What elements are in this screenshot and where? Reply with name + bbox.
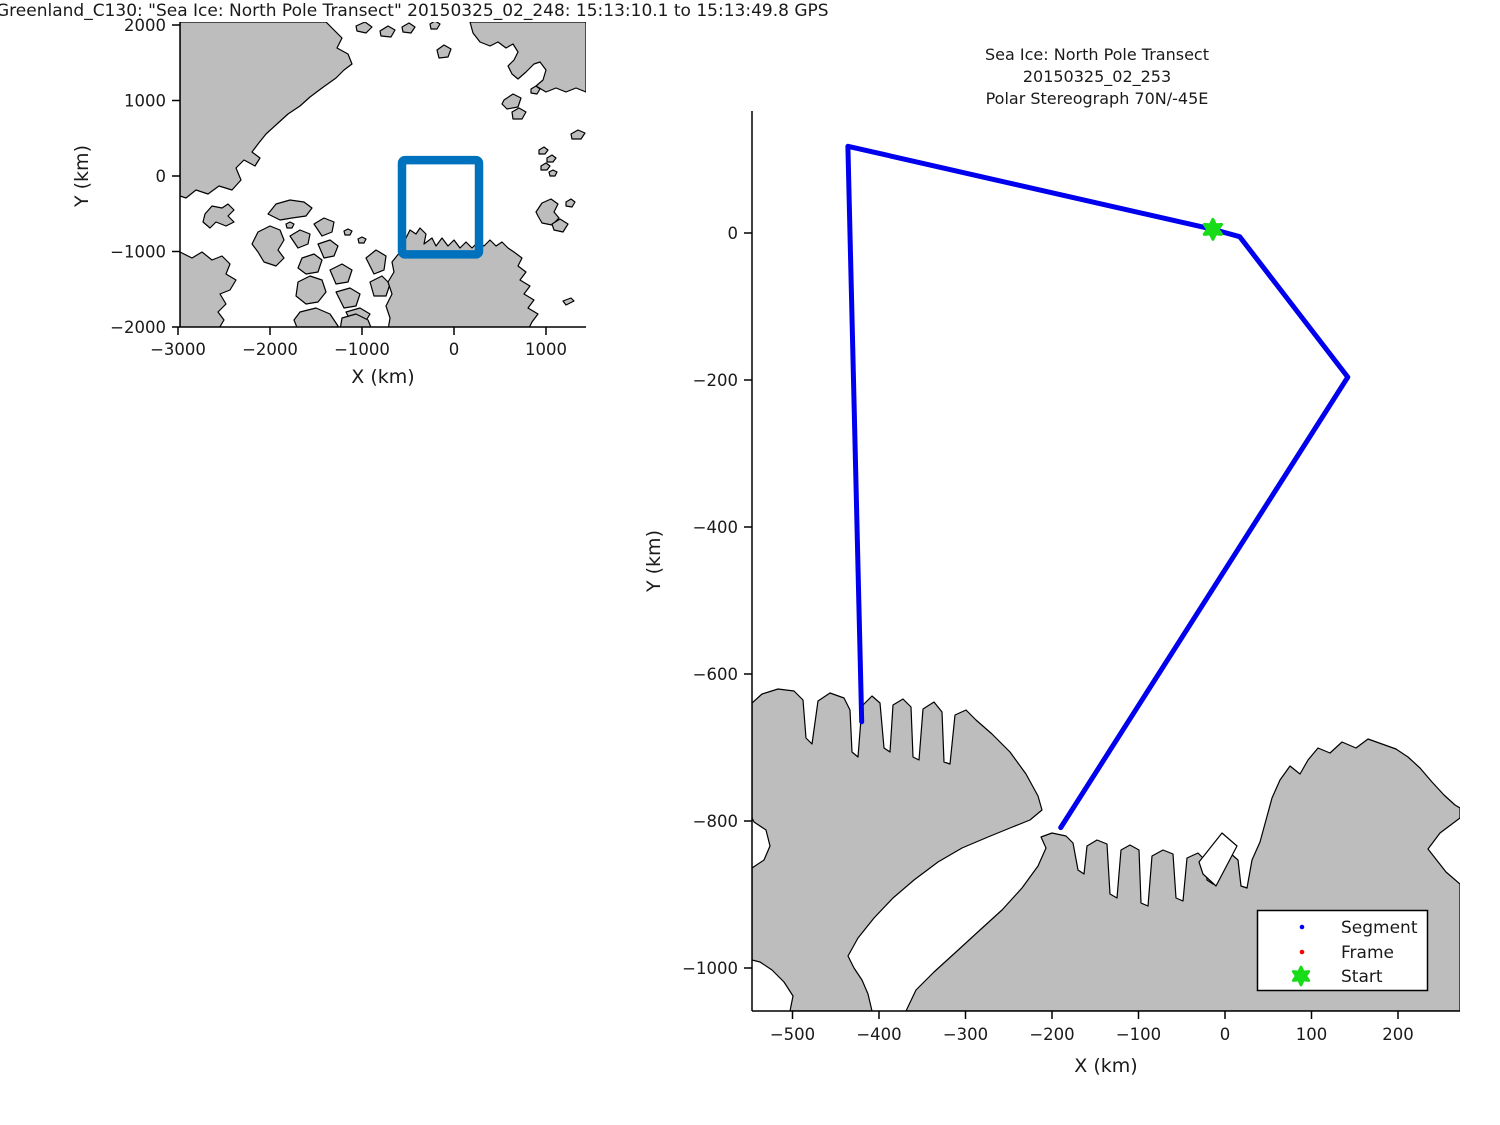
flight-track-line bbox=[845, 143, 1351, 831]
island-caa bbox=[289, 229, 311, 249]
tick-label: 0 bbox=[449, 340, 460, 359]
tick-label: −600 bbox=[693, 665, 738, 684]
main-x-ticks: −500 −400 −300 −200 −100 0 100 200 bbox=[770, 1011, 1414, 1044]
frame-marker-icon bbox=[1299, 949, 1305, 955]
island-dot bbox=[538, 146, 549, 155]
overview-y-axis-label: Y (km) bbox=[71, 145, 93, 208]
main-title-line2: 20150325_02_253 bbox=[1023, 67, 1171, 87]
island-caa bbox=[329, 263, 353, 285]
main-title-line3: Polar Stereograph 70N/-45E bbox=[986, 89, 1209, 108]
tick-label: 200 bbox=[1382, 1025, 1414, 1044]
island-caa bbox=[339, 313, 372, 327]
overview-x-axis-label: X (km) bbox=[351, 366, 414, 388]
landmass-eurasia bbox=[180, 22, 353, 199]
legend: Segment Frame Start bbox=[1256, 909, 1429, 992]
island-caa bbox=[293, 307, 339, 327]
island-caa bbox=[251, 225, 285, 267]
landmass-top-right bbox=[469, 22, 586, 93]
island-caa bbox=[317, 239, 339, 259]
legend-box bbox=[1256, 909, 1429, 992]
main-title: Sea Ice: North Pole Transect 20150325_02… bbox=[985, 45, 1209, 108]
island-dot bbox=[546, 154, 557, 163]
tick-label: 0 bbox=[728, 224, 739, 243]
island-dot bbox=[343, 228, 353, 236]
legend-label-start: Start bbox=[1341, 967, 1383, 987]
landmass-north-america bbox=[180, 251, 237, 327]
tick-label: −100 bbox=[1116, 1025, 1161, 1044]
island bbox=[379, 25, 396, 38]
island-caa bbox=[295, 275, 327, 305]
tick-label: −800 bbox=[693, 812, 738, 831]
island-dot bbox=[548, 169, 558, 177]
island bbox=[401, 22, 416, 34]
island-dot bbox=[357, 236, 367, 244]
island-caa bbox=[365, 249, 387, 275]
island-severnaya bbox=[501, 93, 522, 110]
island-caa bbox=[369, 275, 391, 297]
island-svalbard bbox=[551, 218, 569, 233]
tick-label: −1000 bbox=[682, 959, 738, 978]
island bbox=[355, 22, 373, 34]
main-y-ticks: 0 −200 −400 −600 −800 −1000 bbox=[682, 224, 752, 978]
island-caa bbox=[313, 217, 335, 237]
figure-title: Greenland_C130: "Sea Ice: North Pole Tra… bbox=[0, 1, 829, 21]
landmass-greenland-overview bbox=[385, 227, 539, 327]
main-y-axis-label: Y (km) bbox=[643, 530, 665, 593]
main-x-axis-label: X (km) bbox=[1074, 1055, 1137, 1077]
tick-label: −200 bbox=[1029, 1025, 1074, 1044]
island bbox=[202, 203, 235, 229]
overview-y-ticks: 2000 1000 0 −1000 −2000 bbox=[110, 16, 180, 337]
island-dash bbox=[562, 297, 575, 306]
overview-x-ticks: −3000 −2000 −1000 0 1000 bbox=[150, 327, 567, 359]
island bbox=[570, 129, 586, 140]
tick-label: −1000 bbox=[334, 340, 390, 359]
island-dot bbox=[285, 221, 295, 229]
tick-label: 0 bbox=[156, 167, 167, 186]
island-caa bbox=[297, 253, 323, 275]
tick-label: −1000 bbox=[110, 243, 166, 262]
tick-label: 1000 bbox=[124, 92, 166, 111]
legend-label-frame: Frame bbox=[1341, 943, 1394, 963]
island-dot bbox=[565, 198, 576, 208]
legend-label-segment: Segment bbox=[1341, 918, 1418, 938]
tick-label: 100 bbox=[1296, 1025, 1328, 1044]
start-marker-icon bbox=[1202, 217, 1224, 241]
roi-rectangle bbox=[397, 155, 484, 259]
landmass-ellesmere bbox=[752, 688, 1043, 1011]
tick-label: −500 bbox=[770, 1025, 815, 1044]
tick-label: −400 bbox=[693, 518, 738, 537]
island-caa bbox=[335, 287, 361, 309]
tick-label: 2000 bbox=[124, 16, 166, 35]
tick-label: −400 bbox=[856, 1025, 901, 1044]
island-dot bbox=[530, 85, 541, 95]
island bbox=[429, 22, 441, 30]
fjord-sliver bbox=[1198, 832, 1238, 887]
tick-label: −2000 bbox=[242, 340, 298, 359]
tick-label: −300 bbox=[943, 1025, 988, 1044]
overview-map: −3000 −2000 −1000 0 1000 2000 1000 0 −10… bbox=[71, 16, 586, 388]
island-dot bbox=[540, 162, 551, 171]
tick-label: 1000 bbox=[525, 340, 567, 359]
island-severnaya bbox=[511, 107, 527, 120]
island bbox=[436, 44, 452, 59]
tick-label: 0 bbox=[1220, 1025, 1231, 1044]
island-svalbard bbox=[535, 198, 560, 226]
overview-map-land bbox=[180, 22, 586, 327]
tick-label: −200 bbox=[693, 371, 738, 390]
flight-track-plot: −500 −400 −300 −200 −100 0 100 200 0 −20… bbox=[643, 45, 1460, 1077]
main-title-line1: Sea Ice: North Pole Transect bbox=[985, 45, 1209, 64]
island-caa bbox=[267, 199, 313, 221]
tick-label: −3000 bbox=[150, 340, 206, 359]
flight-track-land bbox=[752, 143, 1460, 1011]
tick-label: −2000 bbox=[110, 318, 166, 337]
segment-marker-icon bbox=[1299, 924, 1305, 930]
